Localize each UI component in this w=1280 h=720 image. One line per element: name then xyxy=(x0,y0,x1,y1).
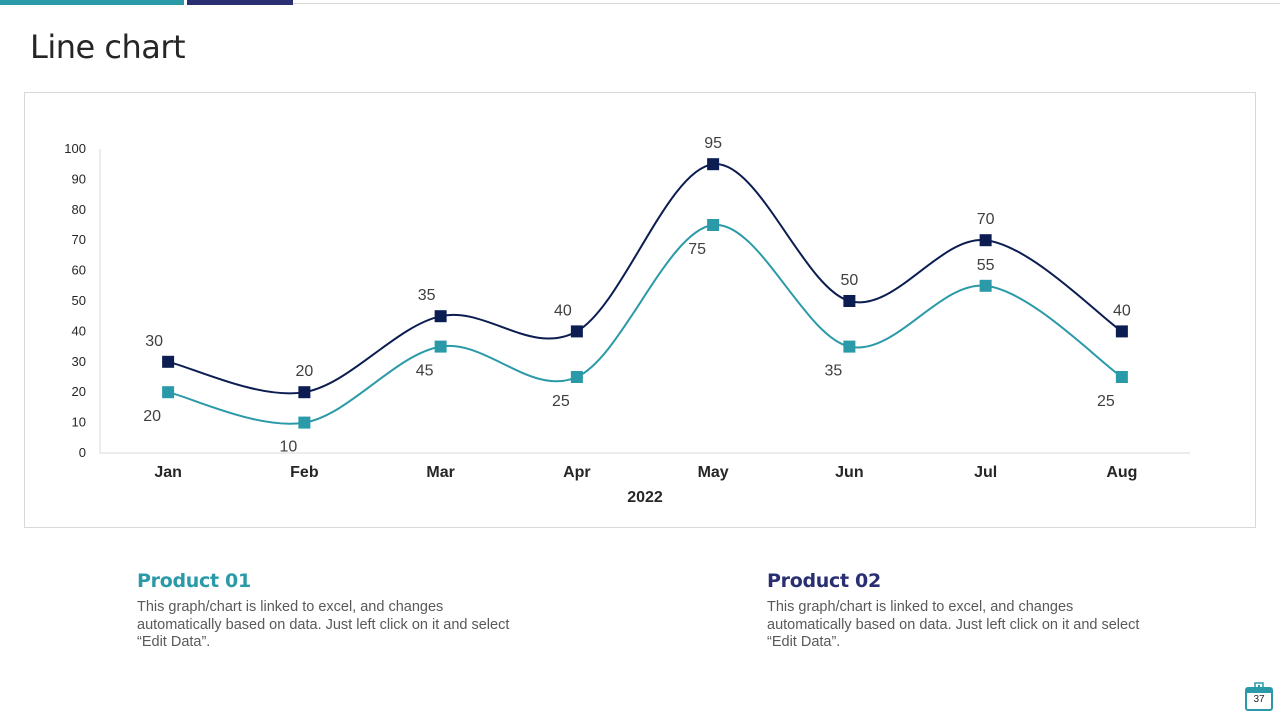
y-tick-label: 90 xyxy=(72,171,86,186)
top-divider-line xyxy=(293,3,1280,4)
product-02-title: Product 02 xyxy=(767,570,881,592)
line-chart[interactable]: 0 10 20 30 40 50 60 70 80 90 100 Jan Feb Mar Apr May Jun… xyxy=(25,93,1257,529)
series-1-data-label: 30 xyxy=(145,333,163,350)
x-axis-title: 2022 xyxy=(627,489,663,506)
x-tick-label: Jan xyxy=(154,464,182,481)
x-tick-label: May xyxy=(698,464,729,481)
top-accent-bar-navy xyxy=(187,0,293,5)
series-2-marker[interactable] xyxy=(707,219,720,231)
product-01-block: Product 01 This graph/chart is linked to… xyxy=(137,570,527,652)
series-2-data-label: 55 xyxy=(977,257,995,274)
product-01-title: Product 01 xyxy=(137,570,251,592)
y-tick-label: 40 xyxy=(72,323,86,338)
x-tick-label: Aug xyxy=(1106,464,1137,481)
x-tick-label: Apr xyxy=(563,464,591,481)
y-tick-label: 70 xyxy=(72,232,86,247)
y-tick-label: 60 xyxy=(72,263,86,278)
series-line-1[interactable] xyxy=(167,163,1123,395)
product-02-description: This graph/chart is linked to excel, and… xyxy=(767,599,1140,650)
top-accent-bar-teal xyxy=(0,0,184,5)
series-2-data-label: 10 xyxy=(279,439,297,456)
y-tick-label: 20 xyxy=(72,384,86,399)
series-1-data-label: 70 xyxy=(977,211,995,228)
page-number-badge: 37 xyxy=(1244,682,1274,712)
series-2-data-label: 25 xyxy=(1097,393,1115,410)
x-tick-label: Mar xyxy=(426,464,454,481)
series-2-marker[interactable] xyxy=(162,386,175,399)
y-tick-label: 30 xyxy=(72,354,86,369)
series-1-marker[interactable] xyxy=(434,310,447,323)
x-tick-label: Jul xyxy=(974,464,997,481)
series-1-marker[interactable] xyxy=(979,234,992,247)
series-2-marker[interactable] xyxy=(570,371,583,383)
x-tick-label: Jun xyxy=(835,464,863,481)
series-1-marker[interactable] xyxy=(570,325,583,338)
y-tick-label: 50 xyxy=(72,293,86,308)
page-number: 37 xyxy=(1253,694,1265,705)
series-2-data-label: 20 xyxy=(143,408,161,425)
series-2-marker[interactable] xyxy=(434,340,447,353)
y-tick-label: 80 xyxy=(72,202,86,217)
series-2-data-label: 45 xyxy=(416,363,434,380)
series-1-data-label: 95 xyxy=(704,135,722,152)
series-1-marker[interactable] xyxy=(298,386,311,399)
series-2-data-label: 25 xyxy=(552,393,570,410)
series-1-data-label: 50 xyxy=(840,272,858,289)
page-title: Line chart xyxy=(30,28,186,66)
y-tick-label: 10 xyxy=(72,415,86,430)
series-1-data-label: 35 xyxy=(418,287,436,304)
series-1-marker[interactable] xyxy=(843,295,856,307)
page-badge-icon xyxy=(1245,682,1273,711)
series-2-marker[interactable] xyxy=(1115,371,1128,383)
y-tick-label: 0 xyxy=(79,445,86,460)
product-01-description: This graph/chart is linked to excel, and… xyxy=(137,599,510,650)
series-2-data-label: 35 xyxy=(824,363,842,380)
x-tick-label: Feb xyxy=(290,464,319,481)
series-1-data-label: 20 xyxy=(295,363,313,380)
series-1-data-label: 40 xyxy=(1113,302,1131,319)
series-2-marker[interactable] xyxy=(979,279,992,292)
series-1-marker[interactable] xyxy=(1115,325,1128,338)
series-2-marker[interactable] xyxy=(843,340,856,353)
series-1-data-label: 40 xyxy=(554,302,572,319)
y-tick-label: 100 xyxy=(64,141,86,156)
chart-frame[interactable]: 0 10 20 30 40 50 60 70 80 90 100 Jan Feb Mar Apr May Jun… xyxy=(24,92,1256,528)
series-2-data-label: 75 xyxy=(688,241,706,258)
series-1-marker[interactable] xyxy=(707,158,720,171)
series-2-marker[interactable] xyxy=(298,416,311,429)
series-1-marker[interactable] xyxy=(162,355,175,368)
product-02-block: Product 02 This graph/chart is linked to… xyxy=(767,570,1157,652)
series-line-2[interactable] xyxy=(167,223,1123,425)
